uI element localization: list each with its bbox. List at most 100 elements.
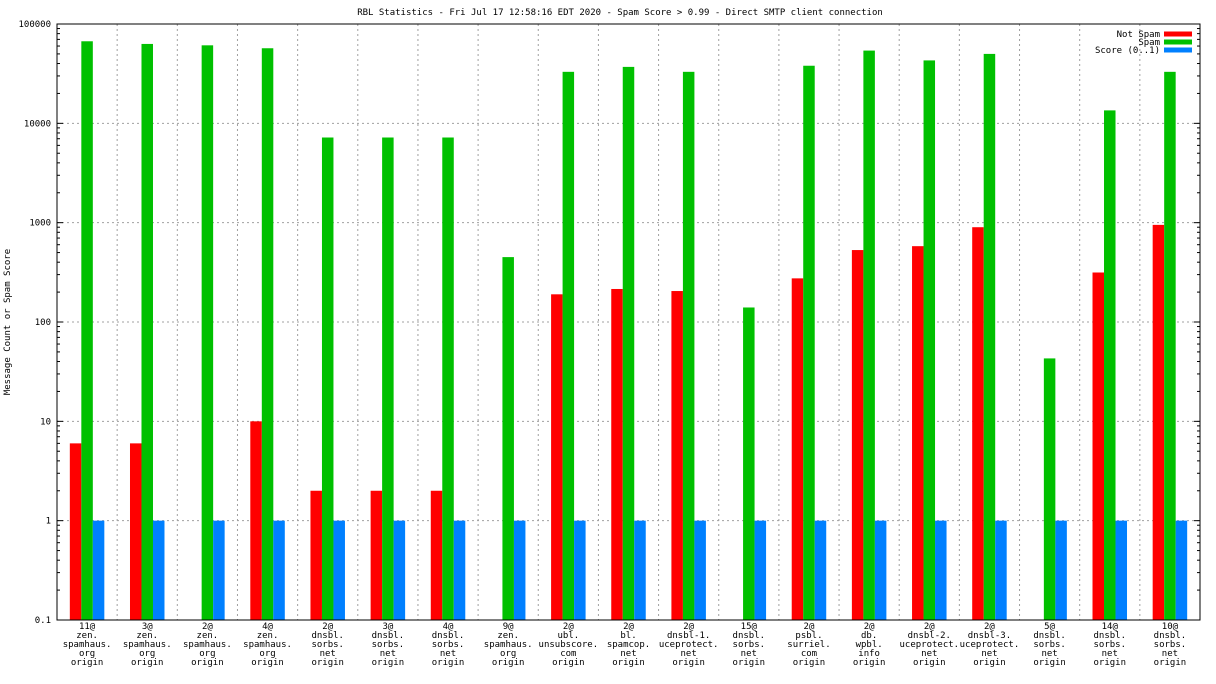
bar-score-0-1 — [1055, 520, 1067, 620]
bar-spam — [502, 257, 514, 620]
x-tick-label: 3@ — [382, 622, 393, 632]
x-tick-label: dnsbl. — [1154, 631, 1187, 641]
x-tick-label: spamhaus. — [123, 640, 172, 650]
x-tick-label: 4@ — [443, 622, 454, 632]
bar-score-0-1 — [213, 520, 225, 620]
bar-spam — [442, 137, 454, 620]
x-tick-label: db. — [861, 631, 877, 641]
x-tick-label: spamhaus. — [183, 640, 232, 650]
bar-not-spam — [972, 227, 984, 620]
x-tick-label: dnsbl. — [1094, 631, 1127, 641]
x-tick-label: origin — [552, 658, 585, 668]
bar-spam — [983, 53, 996, 620]
x-tick-label: sorbs. — [311, 640, 344, 650]
bar-score-0-1 — [333, 520, 345, 620]
x-tick-label: ubl. — [557, 631, 579, 641]
x-tick-label: origin — [311, 658, 344, 668]
x-tick-label: dnsbl. — [733, 631, 766, 641]
x-tick-label: dnsbl-2. — [908, 631, 951, 641]
x-tick-label: info — [858, 649, 880, 659]
x-tick-label: sorbs. — [1094, 640, 1127, 650]
x-tick-label: uceprotect. — [659, 640, 719, 650]
x-tick-label: sorbs. — [1154, 640, 1187, 650]
bar-score-0-1 — [152, 520, 165, 620]
y-tick-label: 100 — [35, 318, 51, 328]
bar-score-0-1 — [694, 520, 706, 620]
x-tick-label: org — [199, 649, 215, 659]
bar-spam — [803, 65, 815, 620]
x-tick-label: net — [921, 649, 937, 659]
x-tick-label: uceprotect. — [960, 640, 1020, 650]
x-tick-label: org — [79, 649, 95, 659]
x-tick-label: org — [500, 649, 516, 659]
x-tick-label: 2@ — [202, 622, 213, 632]
bars — [69, 41, 1188, 621]
x-tick-label: unsubscore. — [539, 640, 599, 650]
x-tick-label: net — [981, 649, 997, 659]
x-tick-label: 2@ — [623, 622, 634, 632]
x-tick-label: dnsbl-3. — [968, 631, 1011, 641]
bar-spam — [1043, 358, 1056, 620]
legend-swatch — [1164, 47, 1192, 53]
x-tick-label: sorbs. — [372, 640, 405, 650]
x-tick-label: zen. — [257, 631, 279, 641]
y-axis-ticks: 0.1 1 10 100 1000 10000 100000 — [18, 20, 1200, 626]
bar-not-spam — [1092, 272, 1105, 620]
y-axis-label: Message Count or Spam Score — [3, 249, 13, 395]
x-tick-label: origin — [131, 658, 164, 668]
x-tick-label: spamhaus. — [243, 640, 292, 650]
bar-score-0-1 — [1115, 520, 1128, 620]
bar-not-spam — [912, 246, 924, 621]
bar-spam — [382, 137, 394, 620]
x-tick-label: origin — [372, 658, 405, 668]
bar-not-spam — [671, 291, 683, 620]
x-tick-label: uceprotect. — [899, 640, 959, 650]
bar-spam — [562, 71, 575, 620]
bar-spam — [1104, 110, 1116, 621]
x-tick-label: net — [1162, 649, 1178, 659]
x-tick-label: origin — [432, 658, 465, 668]
x-tick-label: sorbs. — [432, 640, 465, 650]
x-tick-label: com — [560, 649, 576, 659]
bar-spam — [141, 43, 153, 620]
x-tick-label: zen. — [497, 631, 519, 641]
bar-spam — [682, 71, 695, 620]
bar-score-0-1 — [92, 520, 105, 620]
chart-title: RBL Statistics - Fri Jul 17 12:58:16 EDT… — [357, 8, 883, 18]
bar-score-0-1 — [453, 520, 466, 620]
x-tick-label: surriel. — [787, 640, 830, 650]
y-tick-label: 0.1 — [35, 616, 51, 626]
bar-not-spam — [250, 421, 262, 620]
x-tick-label: origin — [672, 658, 705, 668]
bar-not-spam — [69, 443, 82, 620]
bar-spam — [622, 66, 635, 620]
legend-swatch — [1164, 31, 1192, 37]
bar-not-spam — [1152, 224, 1165, 620]
x-tick-label: net — [741, 649, 757, 659]
x-tick-label: 2@ — [804, 622, 815, 632]
bar-spam — [261, 48, 274, 621]
x-tick-label: 2@ — [984, 622, 995, 632]
x-tick-label: origin — [913, 658, 946, 668]
bar-not-spam — [851, 250, 864, 620]
x-tick-label: wpbl. — [856, 640, 883, 650]
x-tick-label: dnsbl. — [432, 631, 465, 641]
bar-not-spam — [791, 278, 804, 620]
x-tick-label: 9@ — [503, 622, 514, 632]
x-tick-label: 2@ — [563, 622, 574, 632]
legend-label: Score (0..1) — [1095, 46, 1160, 56]
x-tick-label: dnsbl. — [1033, 631, 1066, 641]
bar-spam — [863, 50, 875, 621]
x-tick-label: 5@ — [1044, 622, 1055, 632]
x-tick-label: org — [139, 649, 155, 659]
x-tick-label: origin — [191, 658, 224, 668]
x-tick-label: 2@ — [924, 622, 935, 632]
bar-score-0-1 — [273, 520, 285, 620]
bar-score-0-1 — [634, 520, 646, 620]
x-tick-label: org — [259, 649, 275, 659]
x-tick-label: net — [440, 649, 456, 659]
bar-score-0-1 — [513, 520, 526, 620]
x-tick-label: 11@ — [79, 622, 96, 632]
y-tick-label: 1000 — [29, 219, 51, 229]
